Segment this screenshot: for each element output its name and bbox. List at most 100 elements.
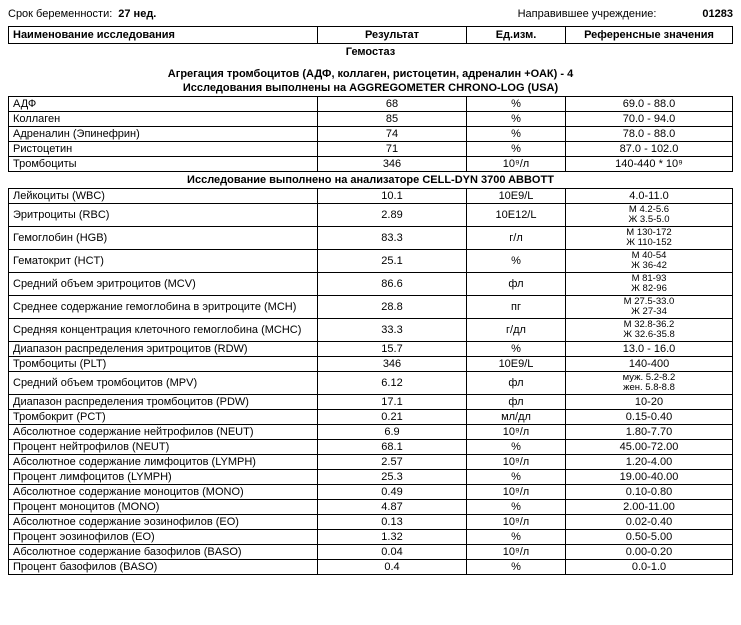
table-row: АДФ68%69.0 - 88.0 [9, 97, 733, 112]
cell-name: Ристоцетин [9, 142, 318, 157]
table-row: Абсолютное содержание нейтрофилов (NEUT)… [9, 424, 733, 439]
cell-result: 0.13 [318, 514, 467, 529]
cell-unit: г/л [467, 226, 566, 249]
cell-result: 6.9 [318, 424, 467, 439]
cell-name: Средний объем тромбоцитов (MPV) [9, 371, 318, 394]
cell-name: Процент нейтрофилов (NEUT) [9, 439, 318, 454]
table-row: Средний объем тромбоцитов (MPV)6.12флмуж… [9, 371, 733, 394]
cell-result: 25.1 [318, 249, 467, 272]
cell-unit: % [467, 529, 566, 544]
cell-unit: % [467, 469, 566, 484]
table-row: Процент лимфоцитов (LYMPH)25.3%19.00-40.… [9, 469, 733, 484]
cell-unit: 10E9/L [467, 189, 566, 204]
cell-name: Тромбоциты [9, 157, 318, 172]
cell-ref: 140-440 * 10⁹ [566, 157, 733, 172]
table-row: Диапазон распределения эритроцитов (RDW)… [9, 341, 733, 356]
aggregometer-title: Исследования выполнены на AGGREGOMETER C… [8, 82, 733, 94]
table-row: Тромбокрит (PCT)0.21мл/дл0.15-0.40 [9, 409, 733, 424]
table-row: Процент базофилов (BASO)0.4%0.0-1.0 [9, 559, 733, 574]
cell-name: Гематокрит (HCT) [9, 249, 318, 272]
cell-result: 83.3 [318, 226, 467, 249]
cell-name: Процент моноцитов (MONO) [9, 499, 318, 514]
cell-result: 33.3 [318, 318, 467, 341]
cell-ref: 45.00-72.00 [566, 439, 733, 454]
cell-name: Абсолютное содержание нейтрофилов (NEUT) [9, 424, 318, 439]
cell-name: Процент лимфоцитов (LYMPH) [9, 469, 318, 484]
table-row: Лейкоциты (WBC)10.110E9/L4.0-11.0 [9, 189, 733, 204]
cell-result: 86.6 [318, 272, 467, 295]
cell-ref: 2.00-11.00 [566, 499, 733, 514]
cell-name: Тромбокрит (PCT) [9, 409, 318, 424]
cell-name: Абсолютное содержание базофилов (BASO) [9, 544, 318, 559]
cell-ref: М 81-93Ж 82-96 [566, 272, 733, 295]
cell-result: 71 [318, 142, 467, 157]
cell-result: 0.4 [318, 559, 467, 574]
cell-ref: 10-20 [566, 394, 733, 409]
cell-ref: 0.10-0.80 [566, 484, 733, 499]
cell-name: Эритроциты (RBC) [9, 204, 318, 227]
cell-result: 17.1 [318, 394, 467, 409]
table-row: Коллаген85%70.0 - 94.0 [9, 112, 733, 127]
pregnancy-value: 27 нед. [118, 8, 156, 20]
cell-name: Лейкоциты (WBC) [9, 189, 318, 204]
cell-result: 2.89 [318, 204, 467, 227]
cell-result: 346 [318, 157, 467, 172]
cell-unit: мл/дл [467, 409, 566, 424]
celldyn-title: Исследование выполнено на анализаторе CE… [8, 174, 733, 186]
cell-unit: 10⁹/л [467, 454, 566, 469]
cell-name: Диапазон распределения эритроцитов (RDW) [9, 341, 318, 356]
cell-name: Абсолютное содержание лимфоцитов (LYMPH) [9, 454, 318, 469]
table-row: Эритроциты (RBC)2.8910E12/LМ 4.2-5.6Ж 3.… [9, 204, 733, 227]
cell-ref: 70.0 - 94.0 [566, 112, 733, 127]
cell-unit: фл [467, 394, 566, 409]
aggregation-table: АДФ68%69.0 - 88.0Коллаген85%70.0 - 94.0А… [8, 96, 733, 172]
cell-result: 346 [318, 356, 467, 371]
cell-ref: М 130-172Ж 110-152 [566, 226, 733, 249]
table-row: Адреналин (Эпинефрин)74%78.0 - 88.0 [9, 127, 733, 142]
cell-result: 85 [318, 112, 467, 127]
cell-result: 25.3 [318, 469, 467, 484]
cell-name: Процент эозинофилов (EO) [9, 529, 318, 544]
table-row: Гемоглобин (HGB)83.3г/лМ 130-172Ж 110-15… [9, 226, 733, 249]
header-table: Наименование исследования Результат Ед.и… [8, 26, 733, 44]
cell-unit: 10E9/L [467, 356, 566, 371]
cbc-table: Лейкоциты (WBC)10.110E9/L4.0-11.0Эритроц… [8, 188, 733, 575]
cell-name: АДФ [9, 97, 318, 112]
cell-ref: 0.50-5.00 [566, 529, 733, 544]
cell-ref: 78.0 - 88.0 [566, 127, 733, 142]
cell-unit: % [467, 341, 566, 356]
cell-unit: % [467, 439, 566, 454]
cell-unit: 10⁹/л [467, 484, 566, 499]
cell-unit: 10E12/L [467, 204, 566, 227]
table-row: Процент нейтрофилов (NEUT)68.1%45.00-72.… [9, 439, 733, 454]
cell-name: Коллаген [9, 112, 318, 127]
cell-unit: % [467, 499, 566, 514]
cell-ref: 0.02-0.40 [566, 514, 733, 529]
top-info: Срок беременности: 27 нед. Направившее у… [8, 8, 733, 20]
cell-name: Абсолютное содержание эозинофилов (EO) [9, 514, 318, 529]
institution-label: Направившее учреждение: [518, 8, 657, 20]
cell-name: Абсолютное содержание моноцитов (MONO) [9, 484, 318, 499]
cell-unit: % [467, 559, 566, 574]
cell-ref: М 4.2-5.6Ж 3.5-5.0 [566, 204, 733, 227]
institution-value: 01283 [702, 8, 733, 20]
table-row: Абсолютное содержание лимфоцитов (LYMPH)… [9, 454, 733, 469]
header-ref: Референсные значения [566, 27, 733, 44]
referring-institution: Направившее учреждение: 01283 [518, 8, 733, 20]
cell-ref: 1.80-7.70 [566, 424, 733, 439]
cell-ref: 0.0-1.0 [566, 559, 733, 574]
header-unit: Ед.изм. [467, 27, 566, 44]
cell-result: 74 [318, 127, 467, 142]
cell-unit: фл [467, 272, 566, 295]
cell-ref: 13.0 - 16.0 [566, 341, 733, 356]
table-row: Тромбоциты34610⁹/л140-440 * 10⁹ [9, 157, 733, 172]
cell-unit: фл [467, 371, 566, 394]
pregnancy-term: Срок беременности: 27 нед. [8, 8, 156, 20]
cell-result: 0.04 [318, 544, 467, 559]
table-row: Абсолютное содержание базофилов (BASO)0.… [9, 544, 733, 559]
cell-ref: 1.20-4.00 [566, 454, 733, 469]
cell-unit: пг [467, 295, 566, 318]
cell-result: 1.32 [318, 529, 467, 544]
table-row: Диапазон распределения тромбоцитов (PDW)… [9, 394, 733, 409]
cell-unit: 10⁹/л [467, 424, 566, 439]
